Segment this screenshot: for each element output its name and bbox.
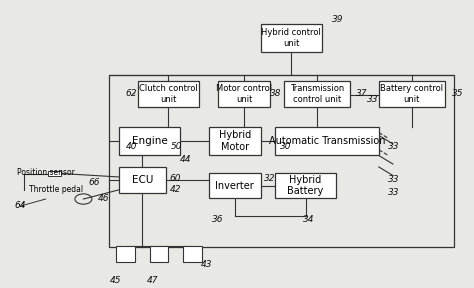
Bar	[150, 246, 168, 262]
Bar	[275, 173, 336, 198]
Bar	[138, 81, 199, 107]
Text: 39: 39	[331, 15, 343, 24]
Text: 38: 38	[270, 89, 282, 98]
Text: 50: 50	[171, 142, 182, 151]
Bar	[275, 127, 379, 156]
Text: Position sensor: Position sensor	[17, 168, 75, 177]
Text: Inverter: Inverter	[215, 181, 254, 191]
Text: 47: 47	[147, 276, 159, 285]
Text: ECU: ECU	[132, 175, 153, 185]
Text: 36: 36	[212, 215, 223, 224]
Text: 37: 37	[356, 89, 368, 98]
Text: 43: 43	[201, 260, 212, 269]
Bar	[284, 81, 350, 107]
Bar	[261, 24, 322, 52]
Text: 64: 64	[15, 201, 27, 210]
Text: Motor control
unit: Motor control unit	[216, 84, 272, 104]
Text: 33: 33	[388, 142, 400, 151]
Bar	[379, 81, 445, 107]
Text: 42: 42	[170, 185, 182, 194]
Text: 32: 32	[264, 175, 276, 183]
Bar	[209, 173, 261, 198]
Text: Hybrid control
unit: Hybrid control unit	[262, 28, 321, 48]
Text: Clutch control
unit: Clutch control unit	[139, 84, 198, 104]
Text: 66: 66	[88, 178, 100, 187]
Bar	[119, 167, 166, 193]
Text: Automatic Transmission: Automatic Transmission	[269, 136, 385, 146]
Text: 35: 35	[452, 89, 464, 98]
Text: Transmission
control unit: Transmission control unit	[290, 84, 345, 104]
Text: 30: 30	[280, 142, 291, 151]
Bar	[117, 246, 136, 262]
Bar	[48, 171, 61, 176]
Bar	[182, 246, 201, 262]
Text: 33: 33	[388, 175, 400, 184]
Text: 60: 60	[170, 175, 182, 183]
Text: 62: 62	[126, 89, 137, 98]
Text: 45: 45	[109, 276, 121, 285]
Bar	[109, 75, 455, 247]
Text: 44: 44	[180, 155, 192, 164]
Bar	[209, 127, 261, 156]
Text: Throttle pedal: Throttle pedal	[29, 185, 83, 194]
Text: Battery control
unit: Battery control unit	[380, 84, 444, 104]
Text: 40: 40	[126, 142, 137, 151]
Text: Engine: Engine	[132, 136, 167, 146]
Bar	[119, 127, 180, 156]
Bar	[218, 81, 270, 107]
Text: 34: 34	[303, 215, 315, 224]
Text: 46: 46	[98, 194, 109, 203]
Text: 33: 33	[388, 188, 400, 197]
Text: Hybrid
Battery: Hybrid Battery	[287, 175, 324, 196]
Text: 33: 33	[366, 95, 378, 104]
Text: Hybrid
Motor: Hybrid Motor	[219, 130, 251, 152]
